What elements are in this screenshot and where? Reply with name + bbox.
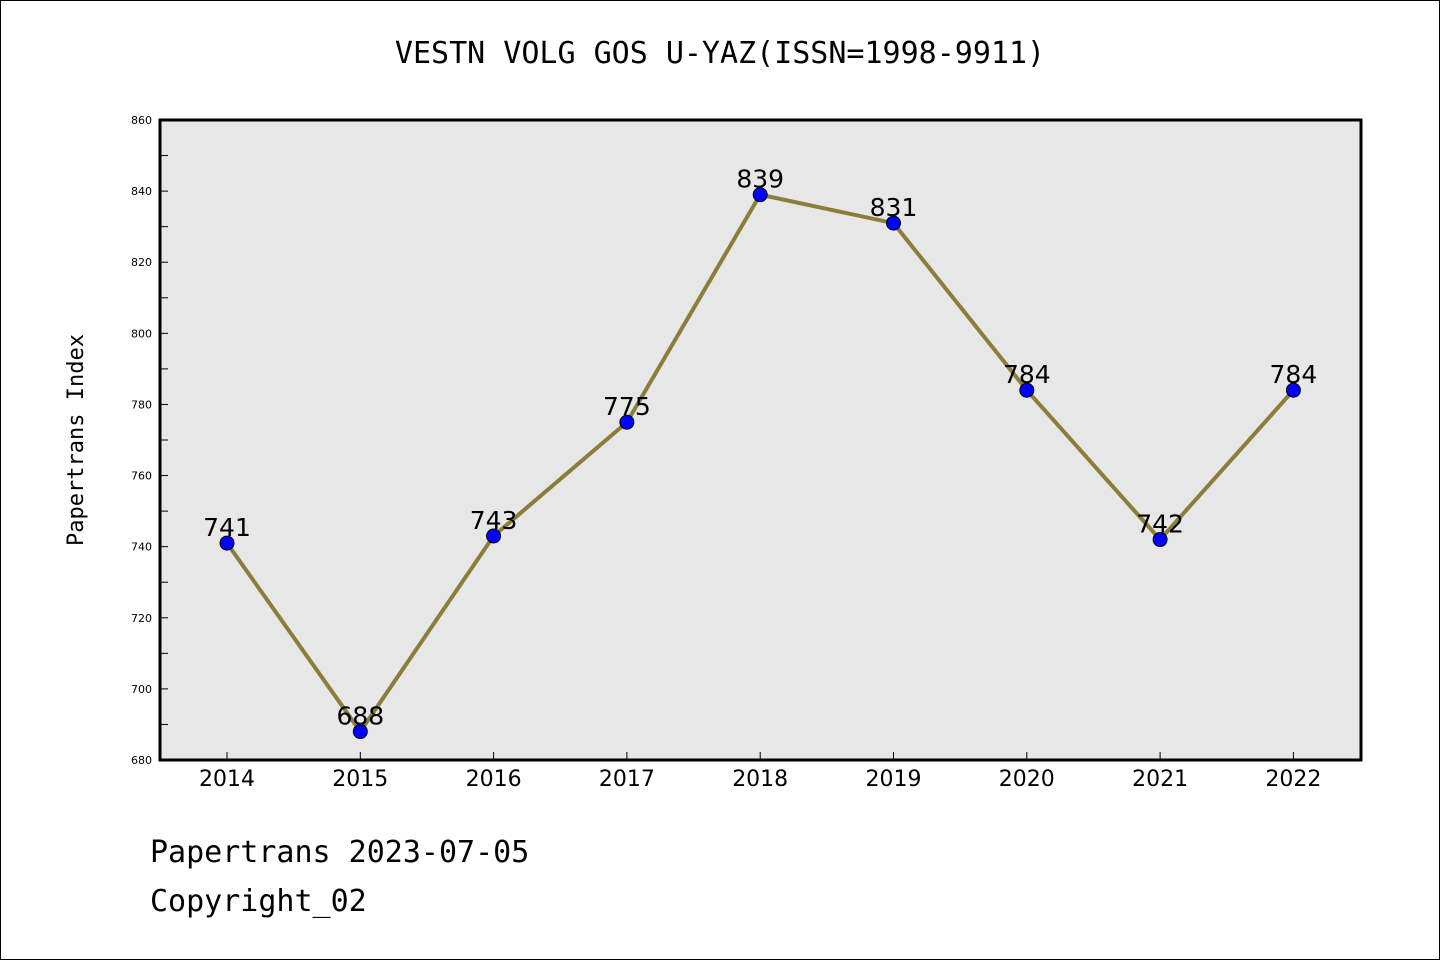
data-point [752,187,768,203]
y-tick-label: 800 [131,327,152,340]
x-tick-label: 2020 [999,767,1055,792]
x-tick-label: 2022 [1265,767,1321,792]
y-tick-label: 700 [131,683,152,696]
data-point [219,535,235,551]
y-tick-label: 820 [131,256,152,269]
x-tick-label: 2018 [732,767,788,792]
x-tick-label: 2015 [332,767,388,792]
data-point [1285,382,1301,398]
plot-border [158,118,1363,762]
x-tick-label: 2016 [466,767,522,792]
plot-area [160,120,1361,760]
y-axis-label: Papertrans Index [64,334,89,546]
x-tick-label: 2017 [599,767,655,792]
y-tick-label: 840 [131,185,152,198]
footer-copyright: Copyright_02 [150,884,367,919]
x-tick-label: 2014 [199,767,255,792]
y-tick-label: 720 [131,612,152,625]
y-tick-label: 680 [131,754,152,767]
y-tick-label: 780 [131,398,152,411]
y-tick-label: 760 [131,470,152,483]
data-point [619,414,635,430]
data-point [1019,382,1035,398]
data-point [486,528,502,544]
data-point [886,215,901,231]
x-tick-label: 2019 [866,767,922,792]
y-tick-label: 860 [131,114,152,127]
data-point [352,724,368,740]
x-tick-label: 2021 [1132,767,1188,792]
y-tick-label: 740 [131,541,152,554]
footer-date: Papertrans 2023-07-05 [150,835,530,870]
chart-title: VESTN VOLG GOS U-YAZ(ISSN=1998-9911) [394,36,1046,71]
data-point [1152,532,1168,548]
